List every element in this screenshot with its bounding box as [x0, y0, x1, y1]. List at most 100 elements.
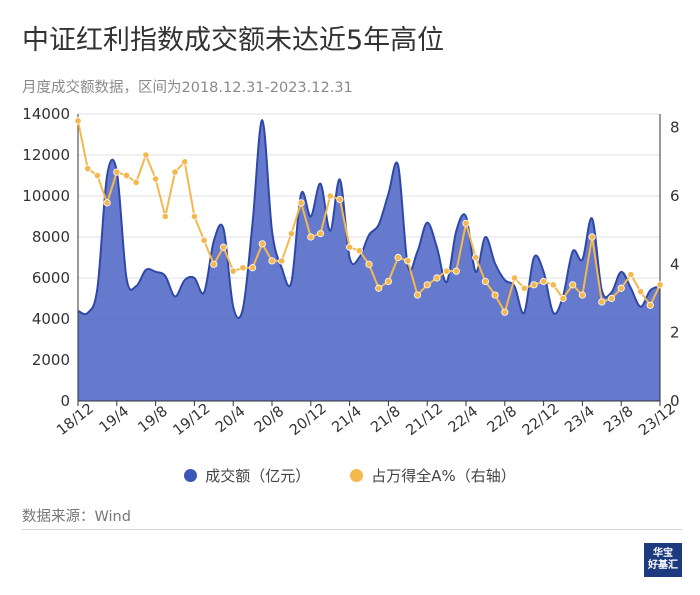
share-point [559, 294, 567, 303]
share-point [549, 281, 557, 289]
share-point [74, 117, 82, 125]
share-point [103, 199, 111, 207]
share-point [239, 264, 247, 272]
y-right-tick-label: 0 [670, 392, 680, 410]
x-tick-label: 22/8 [485, 404, 521, 437]
legend-label-turnover: 成交额（亿元） [205, 467, 311, 485]
share-point [278, 257, 286, 265]
share-point [501, 308, 509, 316]
x-tick-label: 22/12 [520, 401, 563, 439]
x-tick-label: 19/4 [97, 404, 133, 437]
share-point [452, 267, 460, 275]
share-point [646, 301, 654, 309]
share-point [210, 260, 218, 268]
share-point [229, 267, 237, 275]
share-point [462, 219, 470, 227]
share-point [423, 281, 431, 289]
y-left-tick-label: 14000 [22, 105, 70, 123]
share-point [530, 281, 538, 289]
share-point [510, 274, 519, 282]
share-point [569, 281, 577, 289]
share-point [258, 240, 266, 248]
share-point [316, 229, 325, 238]
share-point [336, 195, 344, 204]
legend: 成交额（亿元） 占万得全A%（右轴） [0, 465, 700, 486]
share-point [627, 270, 635, 279]
x-tick-label: 20/8 [252, 404, 288, 437]
share-point [404, 257, 412, 265]
x-tick-label: 23/12 [636, 401, 679, 439]
share-point [598, 298, 606, 306]
x-tick-label: 21/4 [329, 404, 365, 437]
share-point [200, 236, 208, 245]
share-point [491, 291, 499, 299]
y-right-tick-label: 4 [670, 255, 680, 273]
x-tick-label: 20/12 [287, 401, 330, 439]
y-left-tick-label: 10000 [22, 187, 70, 205]
x-tick-label: 19/12 [171, 401, 214, 439]
x-tick-label: 21/8 [368, 404, 404, 437]
y-right-tick-label: 8 [670, 119, 680, 137]
share-point [190, 212, 198, 221]
share-point [481, 277, 489, 286]
legend-marker-turnover [184, 469, 198, 482]
share-point [297, 199, 305, 207]
share-point [578, 291, 587, 299]
share-point [84, 165, 92, 173]
legend-item-share: 占万得全A%（右轴） [350, 465, 516, 486]
share-point [345, 243, 354, 251]
y-right-tick-label: 2 [670, 324, 680, 342]
share-point [161, 212, 169, 221]
share-point [607, 294, 616, 303]
legend-item-turnover: 成交额（亿元） [184, 465, 310, 486]
share-point [142, 151, 150, 159]
y-left-tick-label: 12000 [22, 146, 70, 164]
chart-canvas: 020004000600080001000012000140000246818/… [22, 105, 680, 439]
share-point [287, 229, 295, 238]
y-right-tick-label: 6 [670, 187, 680, 205]
share-point [93, 171, 102, 180]
share-point [539, 277, 548, 286]
share-point [152, 175, 160, 183]
y-left-tick-label: 0 [60, 392, 70, 410]
share-point [442, 267, 451, 275]
share-point [520, 284, 528, 292]
share-point [636, 288, 645, 296]
legend-marker-share [350, 469, 364, 482]
share-point [113, 168, 121, 176]
footer-divider [22, 529, 682, 530]
share-point [249, 264, 257, 272]
x-tick-label: 20/4 [213, 404, 249, 437]
share-point [171, 168, 179, 176]
share-point [656, 281, 664, 289]
share-point [384, 277, 392, 286]
share-point [122, 171, 131, 180]
x-tick-label: 23/4 [562, 404, 598, 437]
share-point [588, 233, 596, 241]
share-point [181, 158, 189, 166]
share-point [365, 260, 373, 268]
brand-logo: 华宝 好基汇 [644, 543, 682, 577]
share-point [307, 233, 315, 241]
chart-subtitle: 月度成交额数据，区间为2018.12.31-2023.12.31 [22, 80, 353, 96]
x-tick-label: 19/8 [135, 404, 171, 437]
share-point [219, 243, 228, 251]
x-tick-label: 21/12 [403, 401, 446, 439]
turnover-area [78, 120, 660, 401]
legend-label-share: 占万得全A%（右轴） [371, 467, 516, 485]
share-point [472, 253, 480, 262]
share-point [394, 253, 402, 262]
share-point [132, 178, 140, 186]
chart-title: 中证红利指数成交额未达近5年高位 [22, 25, 445, 56]
share-point [433, 274, 441, 282]
share-point [413, 291, 422, 299]
share-point [355, 247, 363, 255]
y-left-tick-label: 6000 [32, 269, 70, 287]
x-tick-label: 23/8 [601, 404, 637, 437]
share-point [326, 192, 334, 200]
data-source: 数据来源：Wind [22, 509, 131, 525]
share-point [268, 257, 276, 265]
x-tick-label: 22/4 [446, 404, 482, 437]
y-left-tick-label: 8000 [32, 228, 70, 246]
y-left-tick-label: 4000 [32, 310, 70, 328]
